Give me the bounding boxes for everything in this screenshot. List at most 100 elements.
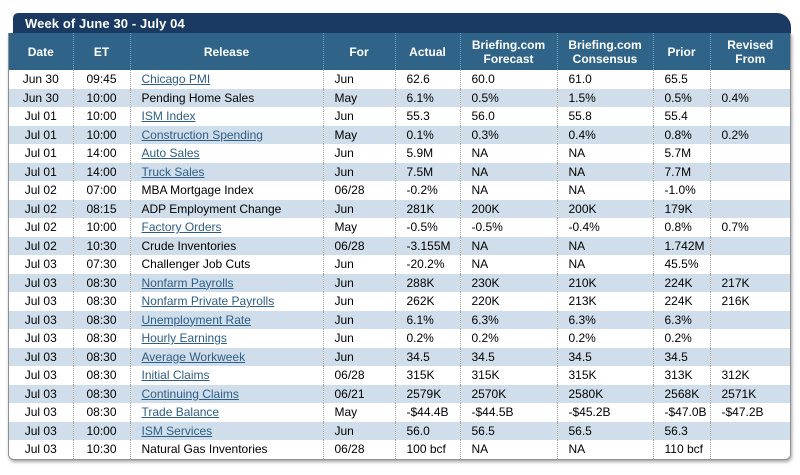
cell-et: 07:00 <box>72 181 130 200</box>
cell-date: Jul 03 <box>24 405 57 419</box>
cell-consensus: NA <box>556 144 653 163</box>
cell-for: Jun <box>322 273 395 292</box>
table-row: Jul 01 14:00 Auto Sales Jun 5.9M NA NA 5.7M <box>9 144 790 163</box>
cell-for: 06/28 <box>322 236 395 255</box>
column-header-prior: Prior <box>652 33 710 70</box>
cell-revised <box>709 255 790 274</box>
cell-actual: -0.2% <box>394 181 460 200</box>
release-link[interactable]: ISM Services <box>141 423 213 438</box>
cell-forecast: 6.3% <box>459 310 557 329</box>
cell-date: Jun 30 <box>22 72 59 86</box>
table-row: Jul 02 10:30 Crude Inventories 06/28 -3.155M… <box>9 236 790 255</box>
release-link[interactable]: Initial Claims <box>141 368 210 382</box>
release-link[interactable]: Average Workweek <box>141 349 246 364</box>
cell-release: Construction Spending <box>129 125 323 144</box>
cell-et: 09:45 <box>72 70 130 89</box>
release-link[interactable]: Nonfarm Private Payrolls <box>141 294 275 308</box>
table-row: Jun 30 10:00 Pending Home Sales May 6.1% 0.5%… <box>9 88 790 107</box>
cell-revised: -$47.2B <box>709 403 790 422</box>
release-link[interactable]: Chicago PMI <box>141 72 211 86</box>
release-link[interactable]: Hourly Earnings <box>141 331 227 345</box>
table-row: Jul 03 07:30 Challenger Job Cuts Jun -20.2% N… <box>9 255 790 274</box>
cell-consensus: 213K <box>556 292 653 311</box>
cell-consensus: 200K <box>556 199 653 218</box>
cell-revised <box>709 70 790 89</box>
cell-consensus: 34.5 <box>556 347 653 366</box>
cell-prior: 7.7M <box>652 162 710 181</box>
cell-for: 06/28 <box>322 440 395 459</box>
column-header-revised-from: Revised From <box>709 33 790 70</box>
cell-revised: 0.7% <box>709 218 790 237</box>
cell-prior: 5.7M <box>652 144 710 163</box>
cell-release: Chicago PMI <box>129 70 323 89</box>
cell-et: 08:30 <box>72 366 130 385</box>
cell-consensus: NA <box>556 236 653 255</box>
cell-release: Pending Home Sales <box>129 88 323 107</box>
cell-et: 10:30 <box>72 236 130 255</box>
column-header-date: Date <box>9 33 73 70</box>
table-row: Jul 03 08:30 Nonfarm Private Payrolls Jun 26… <box>9 292 790 311</box>
table-row: Jul 02 10:00 Factory Orders May -0.5% -0.5% -0… <box>9 218 790 237</box>
cell-for: Jun <box>322 255 395 274</box>
release-link[interactable]: Construction Spending <box>141 127 263 142</box>
cell-for: May <box>322 403 395 422</box>
release-link[interactable]: Trade Balance <box>141 405 220 419</box>
cell-prior: 0.5% <box>652 88 710 107</box>
cell-revised: 312K <box>709 366 790 385</box>
cell-et: 10:00 <box>72 421 130 440</box>
cell-release: Truck Sales <box>129 162 323 181</box>
cell-actual: 56.0 <box>394 421 460 440</box>
cell-forecast: 56.0 <box>459 107 557 126</box>
cell-consensus: 210K <box>556 273 653 292</box>
calendar-table-container: Date ET Release For Actual Briefing.com … <box>8 33 791 460</box>
calendar-title-bar: Week of June 30 - July 04 <box>13 13 791 33</box>
cell-actual: 315K <box>394 366 460 385</box>
release-link[interactable]: Unemployment Rate <box>141 312 251 327</box>
cell-revised <box>709 310 790 329</box>
table-row: Jul 03 10:30 Natural Gas Inventories 06/28 1… <box>9 440 790 459</box>
cell-et: 10:00 <box>72 107 130 126</box>
cell-et: 08:30 <box>72 347 130 366</box>
release-link[interactable]: ISM Index <box>141 109 196 123</box>
table-row: Jul 03 08:30 Average Workweek Jun 34.5 34.5 34… <box>9 347 790 366</box>
cell-prior: 0.8% <box>652 218 710 237</box>
release-link[interactable]: Continuing Claims <box>141 386 239 401</box>
release-link[interactable]: Auto Sales <box>141 146 200 160</box>
cell-release: ISM Index <box>129 107 323 126</box>
release-link[interactable]: Truck Sales <box>141 164 205 179</box>
cell-for: Jun <box>322 199 395 218</box>
cell-prior: 65.5 <box>652 70 710 89</box>
cell-date: Jul 03 <box>24 257 57 271</box>
cell-revised: 0.4% <box>709 88 790 107</box>
release-link[interactable]: Nonfarm Payrolls <box>141 275 234 290</box>
cell-date: Jul 02 <box>24 238 57 253</box>
cell-for: Jun <box>322 329 395 348</box>
cell-et: 08:30 <box>72 329 130 348</box>
cell-actual: 281K <box>394 199 460 218</box>
cell-et: 08:30 <box>72 273 130 292</box>
cell-date: Jul 03 <box>24 368 57 382</box>
cell-et: 08:30 <box>72 292 130 311</box>
cell-prior: 1.742M <box>652 236 710 255</box>
cell-for: Jun <box>322 347 395 366</box>
cell-et: 10:00 <box>72 88 130 107</box>
cell-consensus: 2580K <box>556 384 653 403</box>
cell-for: May <box>322 88 395 107</box>
cell-revised <box>709 236 790 255</box>
cell-consensus: 55.8 <box>556 107 653 126</box>
cell-for: 06/21 <box>322 384 395 403</box>
cell-prior: 0.2% <box>652 329 710 348</box>
cell-release: MBA Mortgage Index <box>129 181 323 200</box>
cell-forecast: 0.5% <box>459 88 557 107</box>
cell-date: Jul 02 <box>24 183 57 197</box>
cell-actual: 2579K <box>394 384 460 403</box>
column-header-row: Date ET Release For Actual Briefing.com … <box>9 33 790 70</box>
cell-consensus: NA <box>556 440 653 459</box>
release-link[interactable]: Factory Orders <box>141 220 222 234</box>
cell-actual: 6.1% <box>394 310 460 329</box>
cell-prior: 56.3 <box>652 421 710 440</box>
cell-date: Jun 30 <box>22 90 59 105</box>
table-row: Jul 03 08:30 Unemployment Rate Jun 6.1% 6.3% 6… <box>9 310 790 329</box>
cell-et: 08:30 <box>72 403 130 422</box>
cell-forecast: 56.5 <box>459 421 557 440</box>
